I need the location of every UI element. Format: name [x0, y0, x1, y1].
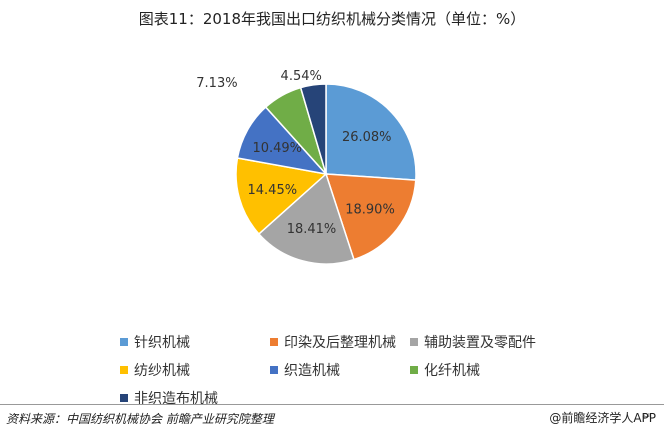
legend-item-4: 纺纱机械 [120, 360, 190, 380]
chart-title: 图表11：2018年我国出口纺织机械分类情况（单位：%） [138, 10, 526, 28]
footer-divider [0, 404, 664, 405]
pie-slice-3 [257, 172, 355, 265]
data-label-2: 18.90% [345, 202, 395, 217]
legend-swatch [120, 338, 128, 346]
pie-slice-7 [299, 83, 327, 175]
data-label-4: 14.45% [248, 183, 298, 198]
legend-swatch [120, 366, 128, 374]
chart-frame: 26.08% 18.90% 18.41% 14.45% 10.49% 7.13% 4.54%… [8, 32, 652, 423]
legend-item-5: 织造机械 [270, 360, 340, 380]
pie-slice-4 [235, 157, 328, 236]
pie-slice-2 [324, 173, 417, 261]
data-label-6: 7.13% [196, 76, 237, 91]
legend-item-7: 非织造布机械 [120, 388, 218, 408]
legend-item-2: 印染及后整理机械 [270, 332, 396, 352]
pie-chart: 26.08% 18.90% 18.41% 14.45% 10.49% 7.13% 4.54% [196, 69, 417, 265]
legend-label: 纺纱机械 [134, 363, 190, 379]
legend-label: 印染及后整理机械 [284, 335, 396, 351]
legend-item-3: 辅助装置及零配件 [410, 332, 536, 352]
legend-swatch [270, 338, 278, 346]
data-label-5: 10.49% [252, 141, 302, 156]
legend-label: 织造机械 [284, 363, 340, 379]
source-note: 资料来源：中国纺织机械协会 前瞻产业研究院整理 [6, 412, 274, 426]
legend-item-6: 化纤机械 [410, 360, 480, 380]
legend-label: 辅助装置及零配件 [424, 335, 536, 351]
legend-swatch [120, 394, 128, 402]
legend-swatch [270, 366, 278, 374]
legend-item-1: 针织机械 [120, 332, 190, 352]
data-label-7: 4.54% [281, 69, 322, 84]
data-label-3: 18.41% [287, 222, 337, 237]
legend-label: 针织机械 [134, 335, 190, 351]
paragraph-mark: ↵ [642, 410, 652, 423]
pie-slice-1 [325, 83, 417, 181]
legend-label: 化纤机械 [424, 363, 480, 379]
legend-swatch [410, 338, 418, 346]
legend-label: 非织造布机械 [134, 391, 218, 407]
brand-label: @前瞻经济学人APP [549, 411, 656, 425]
data-label-1: 26.08% [342, 130, 392, 145]
legend-swatch [410, 366, 418, 374]
